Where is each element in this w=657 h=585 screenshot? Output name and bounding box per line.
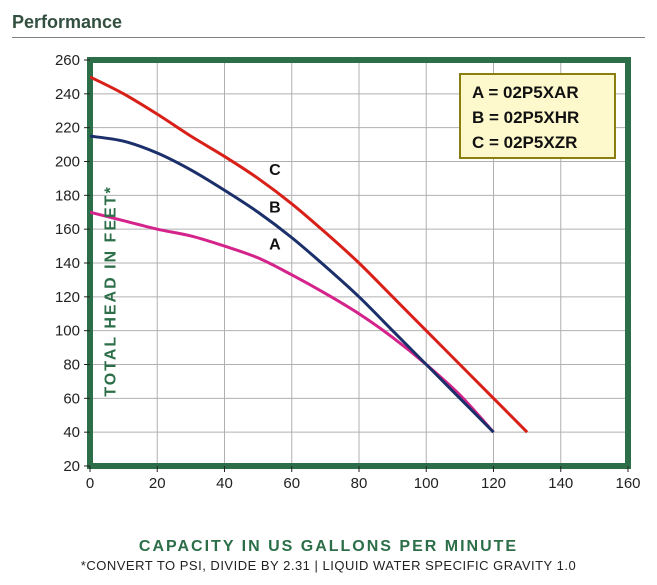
svg-text:160: 160 [55, 221, 80, 238]
svg-text:160: 160 [615, 475, 640, 492]
svg-text:180: 180 [55, 187, 80, 204]
svg-text:60: 60 [63, 390, 80, 407]
svg-text:0: 0 [86, 475, 94, 492]
svg-text:220: 220 [55, 120, 80, 137]
series-label-C: C [269, 162, 281, 179]
svg-text:140: 140 [55, 255, 80, 272]
section-title: Performance [12, 12, 645, 33]
svg-text:120: 120 [481, 475, 506, 492]
svg-text:140: 140 [548, 475, 573, 492]
series-label-B: B [269, 199, 281, 216]
y-axis-label: TOTAL HEAD IN FEET* [103, 185, 121, 396]
svg-text:120: 120 [55, 289, 80, 306]
legend-line-0: A = 02P5XAR [472, 83, 579, 102]
svg-text:100: 100 [414, 475, 439, 492]
svg-text:40: 40 [63, 424, 80, 441]
svg-text:20: 20 [149, 475, 166, 492]
svg-text:100: 100 [55, 323, 80, 340]
legend-line-2: C = 02P5XZR [472, 133, 577, 152]
svg-text:40: 40 [216, 475, 233, 492]
title-underline [12, 37, 645, 38]
svg-text:60: 60 [283, 475, 300, 492]
legend-line-1: B = 02P5XHR [472, 108, 579, 127]
svg-text:260: 260 [55, 52, 80, 69]
chart-footnote: *CONVERT TO PSI, DIVIDE BY 2.31 | LIQUID… [12, 558, 645, 573]
svg-text:240: 240 [55, 86, 80, 103]
chart-container: TOTAL HEAD IN FEET* 0 20 40 60 80 100 120 140 16… [12, 46, 642, 536]
series-label-A: A [269, 236, 281, 253]
svg-text:200: 200 [55, 154, 80, 171]
svg-text:80: 80 [63, 357, 80, 374]
svg-text:80: 80 [351, 475, 368, 492]
x-axis-label: CAPACITY IN US GALLONS PER MINUTE [12, 538, 645, 556]
svg-text:20: 20 [63, 458, 80, 475]
